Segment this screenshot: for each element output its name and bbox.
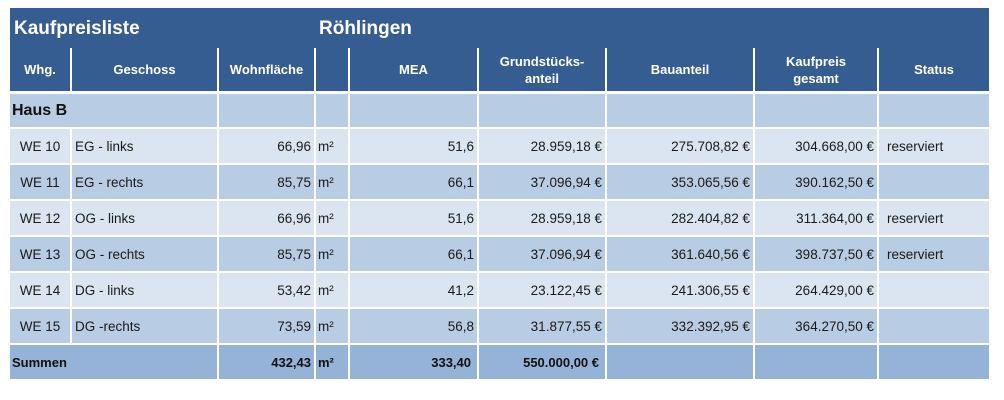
cell-geschoss[interactable]: OG - links [70, 199, 219, 237]
cell-grundstuecksanteil[interactable]: 37.096,94 € [477, 163, 607, 201]
cell-grundstuecksanteil[interactable]: 23.122,45 € [477, 271, 607, 309]
cell[interactable] [753, 91, 879, 129]
cell-kaufpreis[interactable]: 390.162,50 € [753, 163, 879, 201]
cell-unit[interactable]: m² [314, 235, 350, 273]
cell-grundstuecksanteil[interactable]: 37.096,94 € [477, 235, 607, 273]
col-header-status[interactable]: Status [877, 48, 989, 94]
cell-wohnflaeche[interactable]: 66,96 [217, 199, 316, 237]
cell-unit[interactable]: m² [314, 199, 350, 237]
cell-geschoss[interactable]: EG - links [70, 127, 219, 165]
cell-bauanteil[interactable]: 332.392,95 € [605, 307, 755, 345]
cell-status[interactable]: reserviert [877, 199, 989, 237]
cell[interactable] [348, 91, 479, 129]
section-label[interactable]: Haus B [10, 91, 219, 129]
cell-status[interactable]: reserviert [877, 235, 989, 273]
cell[interactable] [477, 91, 607, 129]
cell-whg[interactable]: WE 15 [10, 307, 72, 345]
total-mea[interactable]: 333,40 [348, 343, 479, 381]
cell-bauanteil[interactable]: 353.065,56 € [605, 163, 755, 201]
table-row: WE 10 EG - links 66,96 m² 51,6 28.959,18… [10, 127, 989, 165]
cell-whg[interactable]: WE 12 [10, 199, 72, 237]
total-grundstuecksanteil[interactable]: 550.000,00 € [477, 343, 607, 381]
location-title: Röhlingen [319, 18, 412, 39]
cell-mea[interactable]: 66,1 [348, 163, 479, 201]
cell-kaufpreis[interactable]: 398.737,50 € [753, 235, 879, 273]
cell-bauanteil[interactable]: 282.404,82 € [605, 199, 755, 237]
col-header-wohnflaeche[interactable]: Wohnfläche [217, 48, 316, 94]
cell-mea[interactable]: 51,6 [348, 199, 479, 237]
col-header-grundstuecksanteil[interactable]: Grundstücks-anteil [477, 48, 607, 94]
header-line: gesamt [793, 70, 839, 86]
cell-wohnflaeche[interactable]: 85,75 [217, 163, 316, 201]
table-row: WE 12 OG - links 66,96 m² 51,6 28.959,18… [10, 199, 989, 237]
cell-unit[interactable]: m² [314, 127, 350, 165]
cell[interactable] [605, 343, 755, 381]
header-line: anteil [525, 70, 559, 86]
cell-wohnflaeche[interactable]: 66,96 [217, 127, 316, 165]
cell-status[interactable]: reserviert [877, 127, 989, 165]
col-header-bauanteil[interactable]: Bauanteil [605, 48, 755, 94]
header-row: Whg. Geschoss Wohnfläche MEA Grundstücks… [10, 48, 989, 94]
cell-geschoss[interactable]: OG - rechts [70, 235, 219, 273]
cell[interactable] [217, 91, 316, 129]
cell[interactable] [877, 343, 989, 381]
cell-status[interactable] [877, 307, 989, 345]
price-table: Whg. Geschoss Wohnfläche MEA Grundstücks… [10, 48, 989, 381]
col-header-mea[interactable]: MEA [348, 48, 479, 94]
cell-wohnflaeche[interactable]: 73,59 [217, 307, 316, 345]
cell-status[interactable] [877, 163, 989, 201]
cell-status[interactable] [877, 271, 989, 309]
cell-mea[interactable]: 56,8 [348, 307, 479, 345]
cell-mea[interactable]: 51,6 [348, 127, 479, 165]
col-header-geschoss[interactable]: Geschoss [70, 48, 219, 94]
cell-bauanteil[interactable]: 275.708,82 € [605, 127, 755, 165]
col-header-unit[interactable] [314, 48, 350, 94]
cell-kaufpreis[interactable]: 264.429,00 € [753, 271, 879, 309]
section-row-haus-b: Haus B [10, 91, 989, 129]
cell-kaufpreis[interactable]: 364.270,50 € [753, 307, 879, 345]
table-row: WE 13 OG - rechts 85,75 m² 66,1 37.096,9… [10, 235, 989, 273]
total-unit[interactable]: m² [314, 343, 350, 381]
col-header-whg[interactable]: Whg. [10, 48, 72, 94]
cell-whg[interactable]: WE 11 [10, 163, 72, 201]
cell-kaufpreis[interactable]: 311.364,00 € [753, 199, 879, 237]
cell-kaufpreis[interactable]: 304.668,00 € [753, 127, 879, 165]
cell-bauanteil[interactable]: 241.306,55 € [605, 271, 755, 309]
cell[interactable] [877, 91, 989, 129]
totals-row: Summen 432,43 m² 333,40 550.000,00 € [10, 343, 989, 381]
cell-whg[interactable]: WE 13 [10, 235, 72, 273]
header-line: Kaufpreis [786, 53, 846, 69]
cell-wohnflaeche[interactable]: 85,75 [217, 235, 316, 273]
cell[interactable] [753, 343, 879, 381]
cell-whg[interactable]: WE 14 [10, 271, 72, 309]
cell-bauanteil[interactable]: 361.640,56 € [605, 235, 755, 273]
cell-mea[interactable]: 41,2 [348, 271, 479, 309]
cell-grundstuecksanteil[interactable]: 28.959,18 € [477, 127, 607, 165]
table-row: WE 11 EG - rechts 85,75 m² 66,1 37.096,9… [10, 163, 989, 201]
cell-geschoss[interactable]: DG -rechts [70, 307, 219, 345]
table-row: WE 15 DG -rechts 73,59 m² 56,8 31.877,55… [10, 307, 989, 345]
col-header-kaufpreis[interactable]: Kaufpreis gesamt [753, 48, 879, 94]
total-wohnflaeche[interactable]: 432,43 [217, 343, 316, 381]
header-line: Grundstücks- [499, 53, 585, 69]
cell-unit[interactable]: m² [314, 163, 350, 201]
sheet-title: Kaufpreisliste [14, 18, 140, 39]
cell-geschoss[interactable]: EG - rechts [70, 163, 219, 201]
cell-geschoss[interactable]: DG - links [70, 271, 219, 309]
cell-mea[interactable]: 66,1 [348, 235, 479, 273]
cell[interactable] [314, 91, 350, 129]
cell-whg[interactable]: WE 10 [10, 127, 72, 165]
cell-unit[interactable]: m² [314, 307, 350, 345]
cell-grundstuecksanteil[interactable]: 31.877,55 € [477, 307, 607, 345]
cell-unit[interactable]: m² [314, 271, 350, 309]
title-bar: Kaufpreisliste Röhlingen [10, 8, 989, 48]
table-row: WE 14 DG - links 53,42 m² 41,2 23.122,45… [10, 271, 989, 309]
cell-wohnflaeche[interactable]: 53,42 [217, 271, 316, 309]
cell-grundstuecksanteil[interactable]: 28.959,18 € [477, 199, 607, 237]
price-list-sheet: Kaufpreisliste Röhlingen Whg. Geschoss W… [10, 8, 989, 381]
totals-label[interactable]: Summen [10, 343, 219, 381]
cell[interactable] [605, 91, 755, 129]
